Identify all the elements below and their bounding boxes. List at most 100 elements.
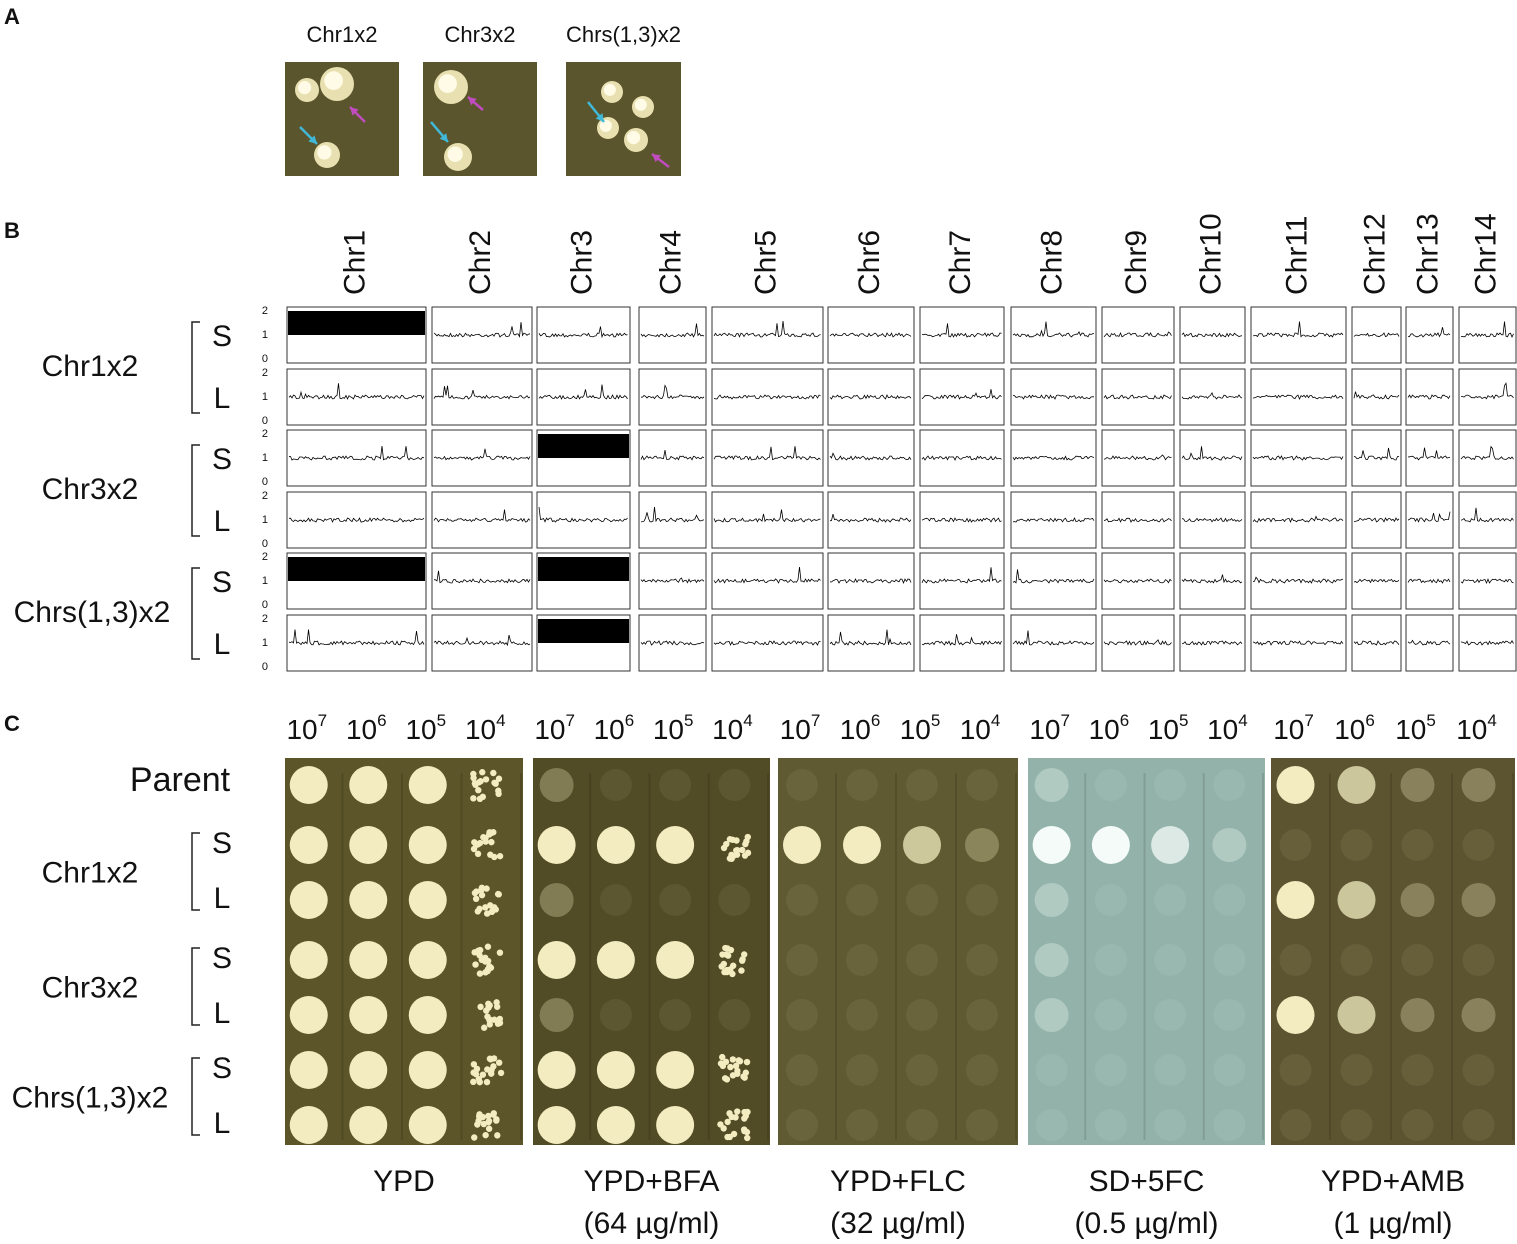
spot	[1401, 944, 1434, 976]
medium-label: YPD+AMB	[1321, 1165, 1465, 1198]
copy-number-line	[921, 455, 1002, 461]
y-tick-label: 1	[262, 637, 268, 649]
spot	[1462, 944, 1495, 976]
colony	[495, 790, 502, 798]
chromosome-label: Chr14	[1469, 213, 1502, 295]
arrow-head	[308, 135, 317, 144]
spot	[289, 881, 328, 919]
copy-number-line	[538, 326, 628, 339]
dilution-base: 10	[465, 714, 496, 745]
colony	[729, 1056, 737, 1063]
chromosome-label: Chr13	[1411, 213, 1444, 295]
spot	[1279, 1109, 1312, 1141]
dilution-label: 104	[465, 711, 506, 745]
colony-highlight	[447, 146, 463, 162]
dilution-exponent: 5	[931, 711, 940, 730]
spot	[906, 884, 938, 916]
spot	[1401, 1109, 1434, 1141]
copy-number-line	[1353, 640, 1400, 646]
copy-number-line	[1252, 455, 1344, 461]
spot	[1340, 1054, 1373, 1086]
copy-number-line	[1103, 639, 1172, 646]
dilution-label: 107	[286, 711, 327, 745]
colony	[472, 961, 479, 968]
chromosome-label: Chr3	[565, 230, 598, 295]
colony	[474, 850, 482, 858]
colony-highlight	[627, 131, 641, 145]
colony	[475, 786, 482, 794]
panel-label: C	[4, 711, 20, 736]
colony	[477, 1003, 484, 1011]
spot	[659, 769, 692, 801]
colony	[476, 1111, 483, 1118]
spot	[1400, 998, 1435, 1032]
copy-number-line	[288, 517, 425, 523]
colony	[476, 905, 483, 913]
dilution-exponent: 5	[437, 711, 446, 730]
colony	[480, 1024, 488, 1031]
dilution-label: 107	[1273, 711, 1314, 745]
spot	[966, 944, 998, 976]
colony	[488, 838, 495, 846]
spot	[1213, 769, 1246, 801]
copy-number-line	[1012, 455, 1095, 461]
dilution-base: 10	[1395, 714, 1426, 745]
plot-frame	[286, 614, 427, 672]
spot	[659, 999, 692, 1031]
copy-number-line	[1460, 578, 1514, 585]
y-tick-label: 1	[262, 391, 268, 403]
spot	[906, 1054, 938, 1086]
spot	[1337, 996, 1376, 1034]
dilution-base: 10	[712, 714, 743, 745]
colony-highlight	[298, 81, 312, 95]
copy-number-line	[538, 384, 628, 400]
plot-frame	[286, 491, 427, 549]
spot	[1400, 883, 1435, 917]
colony	[483, 1078, 491, 1086]
dilution-exponent: 7	[1060, 711, 1069, 730]
dilution-label: 106	[594, 711, 635, 745]
spot	[289, 766, 328, 804]
colony	[721, 1075, 729, 1082]
copy-number-line	[829, 394, 912, 400]
plot-frame	[536, 491, 631, 549]
bracket	[191, 444, 200, 537]
copy-number-line	[829, 578, 912, 584]
row-label: Parent	[130, 761, 231, 799]
medium-label: YPD+BFA	[584, 1165, 720, 1198]
copy-number-line	[640, 577, 705, 584]
spot	[656, 941, 695, 979]
colony	[493, 999, 500, 1006]
strain-label: Chr1x2	[42, 350, 139, 383]
y-tick-label: 2	[262, 490, 268, 502]
colony	[474, 841, 482, 848]
y-tick-label: 0	[262, 476, 268, 488]
colony	[475, 1075, 483, 1083]
spot	[659, 884, 692, 916]
dilution-exponent: 6	[377, 711, 386, 730]
plot-frame	[919, 306, 1005, 364]
plate	[1271, 758, 1515, 1145]
spot	[289, 996, 328, 1034]
copy-number-line	[1460, 382, 1514, 400]
row-label: L	[214, 997, 231, 1030]
colony	[720, 1125, 727, 1132]
colony	[726, 1110, 733, 1117]
colony	[744, 1134, 751, 1142]
colony	[496, 852, 504, 860]
copy-number-line	[1252, 321, 1344, 338]
dilution-exponent: 7	[565, 711, 574, 730]
spot	[1154, 769, 1187, 801]
y-tick-label: 0	[262, 353, 268, 365]
colony	[470, 1061, 478, 1068]
colony	[476, 952, 483, 959]
colony	[734, 846, 741, 854]
bracket	[191, 1057, 200, 1136]
spot	[1213, 1109, 1246, 1141]
colony	[472, 1070, 480, 1078]
colony	[483, 885, 490, 892]
arrow-head	[350, 107, 359, 116]
bracket	[191, 321, 200, 414]
colony	[730, 1130, 738, 1138]
